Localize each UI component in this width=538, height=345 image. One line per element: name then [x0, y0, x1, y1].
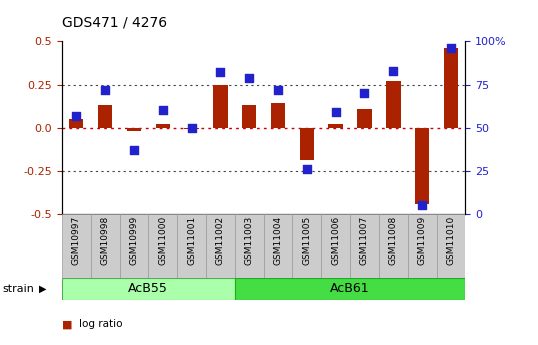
- Text: ▶: ▶: [39, 284, 47, 294]
- Text: GSM11002: GSM11002: [216, 216, 225, 265]
- Text: GSM11009: GSM11009: [417, 216, 427, 265]
- Point: [187, 125, 196, 130]
- Text: GSM10999: GSM10999: [130, 216, 138, 265]
- Bar: [321, 214, 350, 278]
- Bar: [213, 85, 228, 128]
- Bar: [357, 109, 372, 128]
- Bar: [91, 214, 119, 278]
- Text: GSM11001: GSM11001: [187, 216, 196, 265]
- Text: AcB55: AcB55: [129, 283, 168, 295]
- Bar: [386, 81, 400, 128]
- Point: [130, 147, 138, 153]
- Bar: [444, 48, 458, 128]
- Text: GSM11006: GSM11006: [331, 216, 340, 265]
- Text: GSM11005: GSM11005: [302, 216, 312, 265]
- Bar: [300, 128, 314, 160]
- Text: GSM10997: GSM10997: [72, 216, 81, 265]
- Text: AcB61: AcB61: [330, 283, 370, 295]
- Point: [331, 109, 340, 115]
- Bar: [177, 214, 206, 278]
- Point: [360, 90, 369, 96]
- Bar: [436, 214, 465, 278]
- Bar: [293, 214, 321, 278]
- Point: [216, 70, 225, 75]
- Point: [245, 75, 253, 80]
- Bar: [408, 214, 436, 278]
- Bar: [62, 214, 91, 278]
- Point: [389, 68, 398, 73]
- Text: GSM11007: GSM11007: [360, 216, 369, 265]
- Text: GSM11010: GSM11010: [447, 216, 456, 265]
- Bar: [350, 214, 379, 278]
- Text: GSM11000: GSM11000: [158, 216, 167, 265]
- Text: GSM11008: GSM11008: [389, 216, 398, 265]
- Text: GSM11003: GSM11003: [245, 216, 254, 265]
- Bar: [329, 124, 343, 128]
- Bar: [206, 214, 235, 278]
- Bar: [98, 105, 112, 128]
- Bar: [242, 105, 257, 128]
- Point: [101, 87, 109, 92]
- Bar: [69, 119, 83, 128]
- Point: [302, 166, 311, 172]
- Point: [72, 113, 81, 118]
- Text: GSM11004: GSM11004: [273, 216, 282, 265]
- Text: GSM10998: GSM10998: [101, 216, 110, 265]
- Bar: [415, 128, 429, 204]
- Bar: [148, 214, 177, 278]
- Bar: [379, 214, 408, 278]
- Point: [418, 203, 427, 208]
- Point: [447, 46, 455, 51]
- Bar: [62, 278, 235, 300]
- Bar: [119, 214, 148, 278]
- Point: [274, 87, 282, 92]
- Text: log ratio: log ratio: [79, 319, 123, 329]
- Text: GDS471 / 4276: GDS471 / 4276: [62, 15, 167, 29]
- Bar: [235, 214, 264, 278]
- Bar: [271, 104, 285, 128]
- Bar: [155, 124, 170, 128]
- Point: [158, 108, 167, 113]
- Bar: [185, 128, 199, 129]
- Bar: [127, 128, 141, 131]
- Text: ■: ■: [62, 319, 73, 329]
- Bar: [264, 214, 293, 278]
- Bar: [235, 278, 465, 300]
- Text: strain: strain: [3, 284, 34, 294]
